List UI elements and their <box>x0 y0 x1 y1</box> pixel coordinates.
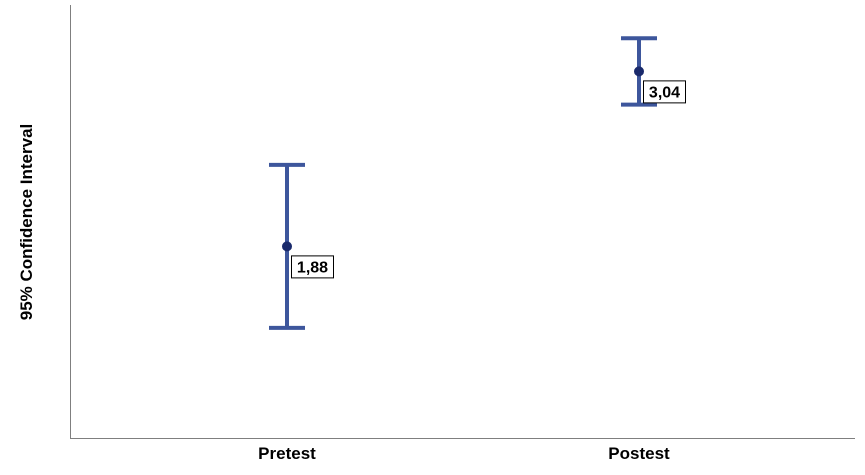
data-label-box <box>643 80 686 104</box>
data-label: 3,04 <box>649 84 680 101</box>
error-bar-pretest: 1,88 <box>269 162 334 330</box>
data-label-box <box>291 255 334 279</box>
x-axis-category-labels: Pretest Postest <box>258 444 670 463</box>
mean-point <box>634 66 644 77</box>
x-tick-label-pretest: Pretest <box>258 444 316 463</box>
y-axis-title: 95% Confidence Interval <box>17 124 36 321</box>
error-bar-postest: 3,04 <box>621 36 686 107</box>
error-bar-marks: 1,88 3,04 <box>269 36 686 330</box>
axes <box>70 5 855 439</box>
x-tick-label-postest: Postest <box>608 444 670 463</box>
data-label: 1,88 <box>297 259 328 276</box>
mean-point <box>282 241 292 252</box>
